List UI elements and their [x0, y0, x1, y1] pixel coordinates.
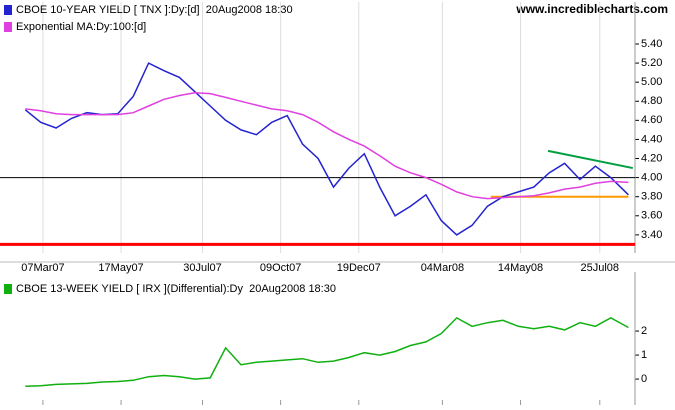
x-tick-label: 04Mar08 — [421, 262, 464, 274]
y-tick-label: 4.40 — [641, 133, 662, 145]
y-tick-label: 4.80 — [641, 95, 662, 107]
legend-swatch — [4, 5, 12, 15]
x-tick-label: 25Jul08 — [581, 262, 620, 274]
y-tick-label: 5.40 — [641, 38, 662, 50]
x-tick-label: 30Jul07 — [183, 262, 222, 274]
y-tick-label: 2 — [641, 325, 647, 337]
y-tick-label: 3.80 — [641, 191, 662, 203]
legend-swatch — [4, 284, 12, 294]
series-line — [25, 91, 629, 200]
legend-swatch — [4, 22, 12, 32]
y-tick-label: 4.60 — [641, 114, 662, 126]
trend-line — [547, 149, 633, 170]
y-tick-label: 5.00 — [641, 76, 662, 88]
x-tick-label: 07Mar07 — [21, 262, 64, 274]
series-line — [24, 62, 629, 236]
y-tick-label: 4.20 — [641, 152, 662, 164]
y-tick-label: 3.40 — [641, 229, 662, 241]
x-tick-label: 17May07 — [98, 262, 143, 274]
legend-label: CBOE 13-WEEK YIELD [ IRX ](Differential)… — [16, 283, 336, 295]
x-tick-label: 09Oct07 — [260, 262, 302, 274]
y-tick-label: 5.20 — [641, 57, 662, 69]
y-tick-label: 4.00 — [641, 172, 662, 184]
legend-label: CBOE 10-YEAR YIELD [ TNX ]:Dy:[d] 20Aug2… — [16, 4, 293, 16]
x-tick-label: 19Dec07 — [337, 262, 381, 274]
y-tick-label: 3.60 — [641, 210, 662, 222]
y-tick-label: 1 — [641, 349, 647, 361]
site-name: www.incrediblecharts.com — [515, 2, 668, 16]
legend-label: Exponential MA:Dy:100:[d] — [16, 21, 146, 33]
series-line — [25, 316, 629, 388]
x-tick-label: 14May08 — [498, 262, 543, 274]
y-tick-label: 0 — [641, 373, 647, 385]
